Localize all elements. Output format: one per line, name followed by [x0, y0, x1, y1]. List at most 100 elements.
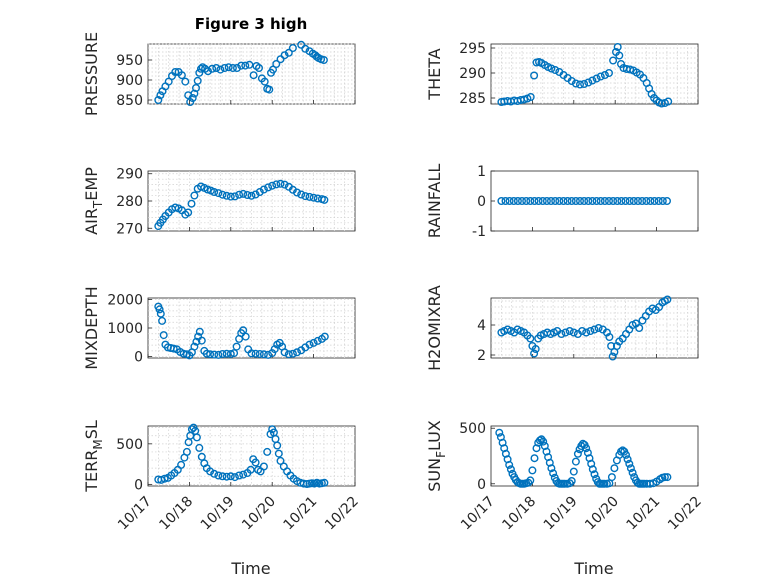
data-point-mixdepth: [255, 350, 264, 359]
x-tick-label: 10/19: [198, 494, 238, 534]
y-axis-label-h2omixra: H2OMIXRA: [425, 285, 444, 371]
data-point-pressure: [164, 77, 173, 86]
data-point-theta: [530, 71, 539, 80]
data-point-air_temp: [268, 181, 277, 190]
data-point-theta: [626, 65, 635, 74]
data-point-pressure: [195, 68, 204, 77]
data-point-h2omixra: [578, 327, 587, 336]
data-point-mixdepth: [195, 327, 204, 336]
data-point-h2omixra: [607, 342, 616, 351]
data-point-mixdepth: [202, 349, 211, 358]
data-point-sun_flux: [539, 437, 548, 446]
data-point-sun_flux: [528, 466, 537, 475]
y-tick-label: 0: [134, 477, 143, 493]
data-point-rainfall: [634, 196, 643, 205]
data-point-rainfall: [526, 196, 535, 205]
data-point-air_temp: [218, 190, 227, 199]
data-point-pressure: [319, 56, 328, 65]
data-point-pressure: [191, 83, 200, 92]
data-point-pressure: [186, 97, 195, 106]
data-point-pressure: [249, 71, 258, 80]
x-tick-label: 10/20: [239, 494, 279, 534]
data-point-air_temp: [210, 187, 219, 196]
data-point-h2omixra: [605, 333, 614, 342]
y-tick-label: 0: [134, 350, 143, 366]
data-point-air_temp: [222, 191, 231, 200]
data-point-pressure: [171, 67, 180, 76]
data-point-mixdepth: [247, 349, 256, 358]
data-point-rainfall: [505, 196, 514, 205]
data-point-mixdepth: [156, 309, 165, 318]
data-point-rainfall: [555, 196, 564, 205]
data-point-sun_flux: [530, 454, 539, 463]
data-point-rainfall: [551, 196, 560, 205]
data-point-air_temp: [280, 180, 289, 189]
data-point-h2omixra: [569, 328, 578, 337]
data-point-rainfall: [646, 196, 655, 205]
subplot-air_temp: 270 280 290 AIRTEMP: [82, 167, 356, 237]
data-point-pressure: [154, 95, 163, 104]
data-point-air_temp: [272, 180, 281, 189]
data-point-pressure: [196, 64, 205, 73]
subplot-theta: 285 290 295 THETA: [425, 41, 699, 108]
data-point-pressure: [272, 60, 281, 69]
y-tick-label: -1: [472, 224, 486, 240]
data-point-terr_msl: [192, 433, 201, 442]
data-point-sun_flux: [506, 465, 515, 474]
data-point-mixdepth: [222, 349, 231, 358]
data-point-sun_flux: [542, 447, 551, 456]
data-point-rainfall: [625, 196, 634, 205]
data-point-mixdepth: [232, 342, 241, 351]
data-point-sun_flux: [623, 455, 632, 464]
data-point-mixdepth: [264, 350, 273, 359]
data-point-rainfall: [509, 196, 518, 205]
data-point-mixdepth: [214, 350, 223, 359]
y-tick-label: 0: [477, 194, 486, 210]
data-point-sun_flux: [567, 477, 576, 486]
data-point-mixdepth: [284, 350, 293, 359]
data-point-terr_msl: [263, 447, 272, 456]
data-point-mixdepth: [293, 348, 302, 357]
data-point-air_temp: [264, 183, 273, 192]
data-point-pressure: [193, 76, 202, 85]
data-point-rainfall: [563, 196, 572, 205]
data-point-h2omixra: [530, 349, 539, 358]
data-point-terr_msl: [195, 443, 204, 452]
data-point-terr_msl: [320, 478, 329, 487]
data-point-theta: [647, 89, 656, 98]
data-point-h2omixra: [582, 328, 591, 337]
data-point-rainfall: [534, 196, 543, 205]
data-point-terr_msl: [259, 462, 268, 471]
y-tick-label: 4: [477, 318, 486, 334]
data-point-rainfall: [629, 196, 638, 205]
data-point-air_temp: [320, 195, 329, 204]
subplot-pressure: 850 900 950 PRESSURE: [82, 32, 356, 116]
subplot-mixdepth: 0 1000 2000 MIXDEPTH: [82, 286, 356, 370]
data-point-theta: [547, 64, 556, 73]
data-point-pressure: [260, 77, 269, 86]
data-point-mixdepth: [320, 332, 329, 341]
data-point-pressure: [208, 64, 217, 73]
data-point-air_temp: [305, 192, 314, 201]
data-point-theta: [580, 79, 589, 88]
data-point-mixdepth: [190, 342, 199, 351]
y-tick-label: 2: [477, 348, 486, 364]
data-point-air_temp: [251, 190, 260, 199]
data-point-air_temp: [235, 190, 244, 199]
y-tick-label: 295: [459, 41, 486, 57]
data-point-sun_flux: [622, 450, 631, 459]
data-point-rainfall: [642, 196, 651, 205]
data-point-theta: [567, 76, 576, 85]
y-axis-label-sun_flux: SUNFLUX: [425, 420, 448, 492]
data-point-terr_msl: [251, 458, 260, 467]
data-point-mixdepth: [192, 337, 201, 346]
data-point-theta: [551, 65, 560, 74]
plot-area-rainfall: [490, 170, 699, 232]
data-point-theta: [520, 95, 529, 104]
data-point-pressure: [228, 63, 237, 72]
data-point-pressure: [241, 61, 250, 70]
data-point-theta: [664, 97, 673, 106]
x-tick-label: 10/17: [115, 494, 155, 534]
data-point-terr_msl: [182, 447, 191, 456]
y-tick-label: 0: [477, 477, 486, 493]
